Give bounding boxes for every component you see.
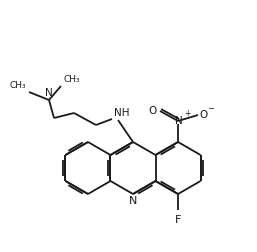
Text: N: N: [45, 88, 53, 98]
Text: CH₃: CH₃: [9, 81, 26, 90]
Text: F: F: [175, 215, 181, 225]
Text: N: N: [129, 196, 137, 206]
Text: NH: NH: [114, 108, 130, 118]
Text: O: O: [149, 106, 157, 116]
Text: O: O: [199, 110, 207, 120]
Text: N: N: [175, 116, 183, 126]
Text: −: −: [207, 105, 214, 113]
Text: +: +: [184, 110, 190, 118]
Text: CH₃: CH₃: [64, 75, 81, 84]
